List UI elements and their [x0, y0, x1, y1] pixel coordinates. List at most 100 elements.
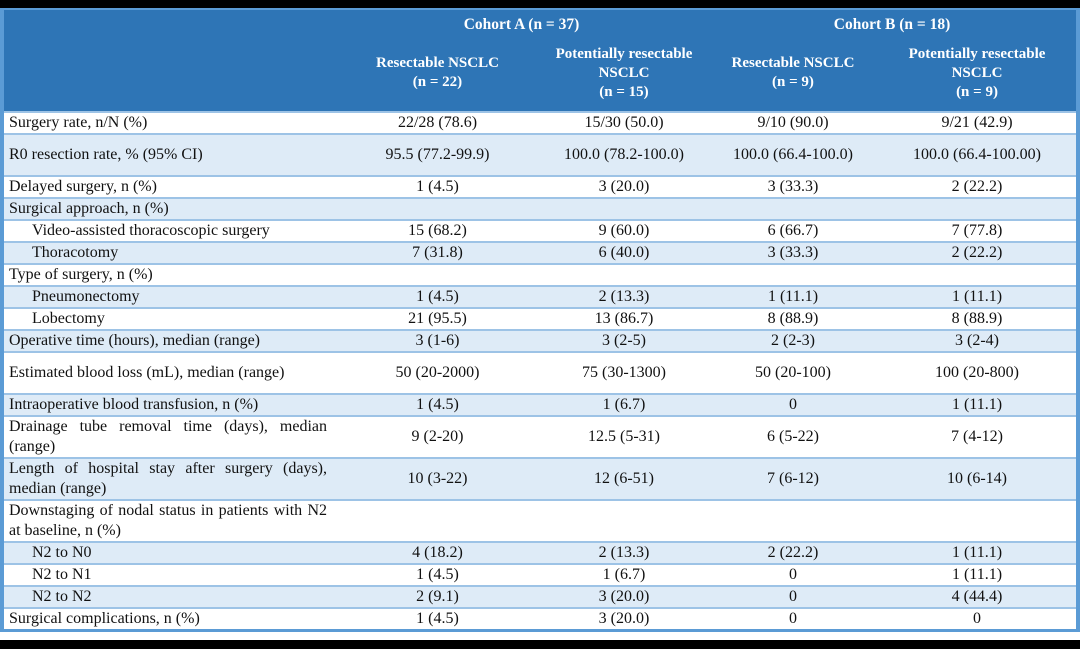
column-header-potentially-resectable-a: Potentially resectable NSCLC (n = 15)	[540, 35, 708, 112]
surgery-outcomes-table: Cohort A (n = 37) Cohort B (n = 18) Rese…	[0, 8, 1080, 632]
row-value: 100 (20-800)	[878, 351, 1079, 394]
row-value	[708, 197, 878, 220]
row-value: 1 (6.7)	[540, 393, 708, 416]
column-header-title: Resectable NSCLC	[731, 55, 855, 71]
table-row: Intraoperative blood transfusion, n (%) 1…	[2, 393, 1079, 416]
column-header-title: Resectable NSCLC	[376, 55, 499, 71]
row-label: Delayed surgery, n (%)	[2, 175, 335, 198]
table-row: Operative time (hours), median (range) 3 …	[2, 329, 1079, 352]
table-header: Cohort A (n = 37) Cohort B (n = 18) Rese…	[2, 9, 1079, 112]
row-label: Lobectomy	[2, 307, 335, 330]
row-value: 50 (20-100)	[708, 351, 878, 394]
table-row: N2 to N0 4 (18.2) 2 (13.3) 2 (22.2) 1 (11.1)	[2, 541, 1079, 564]
table-row: Lobectomy 21 (95.5) 13 (86.7) 8 (88.9) 8 (88…	[2, 307, 1079, 330]
row-value: 8 (88.9)	[878, 307, 1079, 330]
table-row: Delayed surgery, n (%) 1 (4.5) 3 (20.0) 3 (…	[2, 175, 1079, 198]
row-value: 3 (20.0)	[540, 607, 708, 631]
row-value: 9 (2-20)	[335, 415, 540, 458]
row-value	[708, 263, 878, 286]
subgroup-header-row: Resectable NSCLC (n = 22) Potentially re…	[2, 35, 1079, 112]
table-row: Type of surgery, n (%)	[2, 263, 1079, 286]
row-value: 100.0 (78.2-100.0)	[540, 133, 708, 176]
table-row: N2 to N1 1 (4.5) 1 (6.7) 0 1 (11.1)	[2, 563, 1079, 586]
row-value: 9 (60.0)	[540, 219, 708, 242]
row-value: 3 (1-6)	[335, 329, 540, 352]
row-label: Video-assisted thoracoscopic surgery	[2, 219, 335, 242]
surgery-outcomes-table-area: Cohort A (n = 37) Cohort B (n = 18) Rese…	[0, 8, 1080, 640]
row-value: 1 (11.1)	[878, 393, 1079, 416]
row-value: 2 (13.3)	[540, 285, 708, 308]
row-label: N2 to N1	[2, 563, 335, 586]
row-value: 6 (40.0)	[540, 241, 708, 264]
column-header-title: Potentially resectable NSCLC	[908, 45, 1046, 81]
row-label: Drainage tube removal time (days), media…	[2, 415, 335, 458]
row-value: 3 (2-4)	[878, 329, 1079, 352]
row-label: N2 to N2	[2, 585, 335, 608]
row-label: Estimated blood loss (mL), median (range…	[2, 351, 335, 394]
row-value: 7 (4-12)	[878, 415, 1079, 458]
row-value: 9/10 (90.0)	[757, 114, 829, 131]
row-value	[335, 263, 540, 286]
row-value: 2 (22.2)	[708, 541, 878, 564]
column-header-potentially-resectable-b: Potentially resectable NSCLC (n = 9)	[878, 35, 1079, 112]
row-value	[878, 263, 1079, 286]
table-row: Length of hospital stay after surgery (d…	[2, 457, 1079, 500]
table-row: Video-assisted thoracoscopic surgery 15 (…	[2, 219, 1079, 242]
row-label: Downstaging of nodal status in patients …	[2, 499, 335, 542]
row-label: R0 resection rate, % (95% CI)	[2, 133, 335, 176]
row-label: Surgery rate, n/N (%)	[9, 114, 148, 131]
row-label: Type of surgery, n (%)	[2, 263, 335, 286]
table-row: Surgical complications, n (%) 1 (4.5) 3 (2…	[2, 607, 1079, 631]
row-value: 1 (11.1)	[878, 285, 1079, 308]
table-row: Thoracotomy 7 (31.8) 6 (40.0) 3 (33.3) 2 (22…	[2, 241, 1079, 264]
row-value	[540, 263, 708, 286]
row-value: 50 (20-2000)	[335, 351, 540, 394]
cohort-b-header: Cohort B (n = 18)	[708, 9, 1079, 35]
row-label: Surgical complications, n (%)	[2, 607, 335, 631]
row-value: 1 (6.7)	[540, 563, 708, 586]
row-value: 7 (31.8)	[335, 241, 540, 264]
row-value	[335, 197, 540, 220]
table-row: Surgery rate, n/N (%) 22/28 (78.6) 15/30 (…	[2, 112, 1079, 134]
row-value: 2 (9.1)	[335, 585, 540, 608]
row-value: 13 (86.7)	[540, 307, 708, 330]
row-value	[708, 499, 878, 542]
column-header-resectable-a: Resectable NSCLC (n = 22)	[335, 35, 540, 112]
row-value: 1 (11.1)	[878, 541, 1079, 564]
row-value	[878, 197, 1079, 220]
row-value: 100.0 (66.4-100.00)	[878, 133, 1079, 176]
row-label: N2 to N0	[2, 541, 335, 564]
row-value: 0	[708, 607, 878, 631]
row-value: 0	[878, 607, 1079, 631]
row-value: 6 (66.7)	[708, 219, 878, 242]
row-value: 3 (33.3)	[708, 241, 878, 264]
column-header-n: (n = 9)	[956, 83, 998, 100]
row-label: Thoracotomy	[2, 241, 335, 264]
row-value: 2 (2-3)	[708, 329, 878, 352]
table-row: Downstaging of nodal status in patients …	[2, 499, 1079, 542]
column-header-n: (n = 22)	[412, 74, 463, 90]
row-label: Intraoperative blood transfusion, n (%)	[2, 393, 335, 416]
row-value: 12.5 (5-31)	[540, 415, 708, 458]
table-row: Surgical approach, n (%)	[2, 197, 1079, 220]
row-value: 3 (2-5)	[540, 329, 708, 352]
row-value	[540, 197, 708, 220]
row-value: 1 (4.5)	[335, 393, 540, 416]
row-value: 6 (5-22)	[708, 415, 878, 458]
table-row: N2 to N2 2 (9.1) 3 (20.0) 0 4 (44.4)	[2, 585, 1079, 608]
row-value: 21 (95.5)	[335, 307, 540, 330]
table-row: Drainage tube removal time (days), media…	[2, 415, 1079, 458]
row-value: 1 (4.5)	[335, 175, 540, 198]
table-body: Surgery rate, n/N (%) 22/28 (78.6) 15/30 (…	[2, 112, 1079, 631]
row-label: Surgical approach, n (%)	[2, 197, 335, 220]
row-label: Length of hospital stay after surgery (d…	[2, 457, 335, 500]
row-value: 1 (4.5)	[335, 285, 540, 308]
column-header-resectable-b: Resectable NSCLC (n = 9)	[708, 35, 878, 112]
header-spacer	[2, 35, 335, 112]
row-value: 4 (18.2)	[335, 541, 540, 564]
row-value: 1 (4.5)	[335, 607, 540, 631]
column-header-n: (n = 9)	[772, 74, 814, 90]
row-value: 2 (13.3)	[540, 541, 708, 564]
row-value	[878, 499, 1079, 542]
